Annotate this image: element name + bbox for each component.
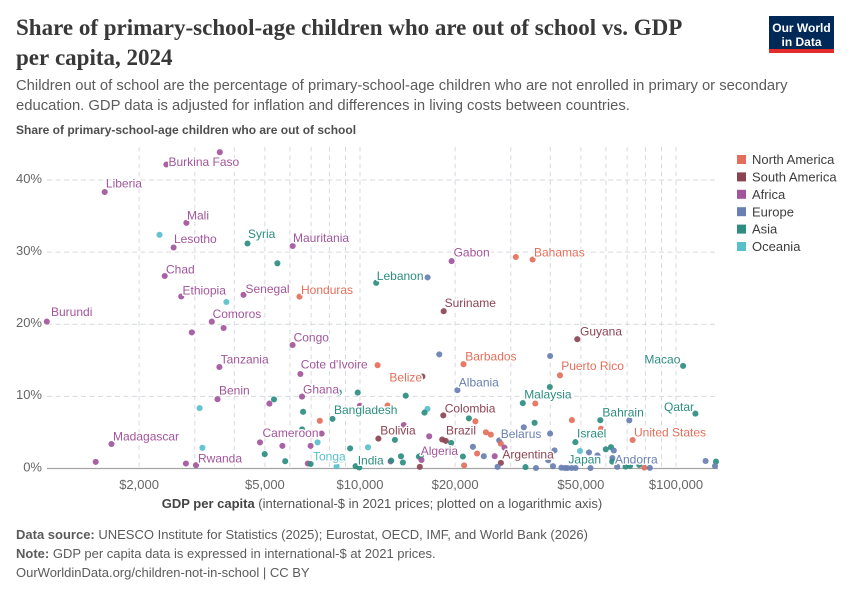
svg-text:10%: 10% (16, 387, 42, 402)
svg-text:Albania: Albania (459, 375, 499, 389)
svg-text:Macao: Macao (644, 352, 680, 366)
svg-text:Benin: Benin (219, 384, 250, 398)
svg-text:Africa: Africa (752, 187, 786, 202)
svg-text:Honduras: Honduras (301, 283, 353, 297)
svg-text:Brazil: Brazil (446, 424, 476, 438)
svg-text:Andorra: Andorra (615, 453, 658, 467)
svg-text:Congo: Congo (294, 331, 330, 345)
svg-text:Liberia: Liberia (106, 177, 142, 191)
svg-text:Gabon: Gabon (454, 246, 490, 260)
svg-text:Japan: Japan (568, 453, 601, 467)
svg-text:$10,000: $10,000 (337, 477, 384, 492)
svg-text:Europe: Europe (752, 204, 794, 219)
svg-text:Israel: Israel (577, 427, 606, 441)
svg-text:India: India (358, 454, 384, 468)
svg-text:Chad: Chad (166, 263, 195, 277)
svg-text:Belize: Belize (389, 371, 422, 385)
svg-text:Rwanda: Rwanda (198, 452, 242, 466)
svg-text:Puerto Rico: Puerto Rico (561, 359, 624, 373)
svg-text:Bangladesh: Bangladesh (334, 403, 397, 417)
svg-text:$20,000: $20,000 (432, 477, 479, 492)
svg-text:Comoros: Comoros (213, 307, 262, 321)
svg-text:South America: South America (752, 170, 837, 185)
svg-text:0%: 0% (23, 459, 42, 474)
svg-text:$50,000: $50,000 (557, 477, 604, 492)
svg-text:Bahamas: Bahamas (534, 245, 585, 259)
svg-text:Tanzania: Tanzania (221, 353, 269, 367)
svg-text:40%: 40% (16, 171, 42, 186)
svg-text:Malaysia: Malaysia (524, 388, 572, 402)
svg-text:Burkina Faso: Burkina Faso (169, 155, 240, 169)
svg-text:Syria: Syria (248, 227, 276, 241)
svg-text:$2,000: $2,000 (119, 477, 159, 492)
svg-text:Bolivia: Bolivia (380, 424, 416, 438)
svg-text:Madagascar: Madagascar (113, 430, 179, 444)
svg-text:Ghana: Ghana (303, 383, 339, 397)
svg-text:Cameroon: Cameroon (263, 426, 319, 440)
svg-text:United States: United States (634, 426, 706, 440)
svg-text:Algeria: Algeria (421, 444, 459, 458)
svg-text:30%: 30% (16, 243, 42, 258)
svg-text:Mali: Mali (187, 209, 209, 223)
svg-text:GDP per capita (international-: GDP per capita (international-$ in 2021 … (162, 496, 603, 511)
svg-text:Burundi: Burundi (51, 305, 92, 319)
svg-text:Mauritania: Mauritania (293, 231, 349, 245)
svg-text:20%: 20% (16, 315, 42, 330)
svg-text:Lebanon: Lebanon (377, 269, 424, 283)
svg-text:Ethiopia: Ethiopia (183, 284, 227, 298)
svg-text:Suriname: Suriname (445, 296, 497, 310)
svg-text:Asia: Asia (752, 222, 778, 237)
svg-text:Barbados: Barbados (465, 349, 516, 363)
svg-text:Qatar: Qatar (664, 400, 694, 414)
svg-text:Argentina: Argentina (502, 448, 554, 462)
svg-text:Bahrain: Bahrain (602, 405, 643, 419)
svg-text:Lesotho: Lesotho (174, 232, 217, 246)
svg-text:$100,000: $100,000 (649, 477, 703, 492)
svg-text:$5,000: $5,000 (245, 477, 285, 492)
svg-text:Belarus: Belarus (501, 427, 542, 441)
svg-text:Cote d'Ivoire: Cote d'Ivoire (301, 358, 368, 372)
svg-text:Oceania: Oceania (752, 239, 801, 254)
svg-text:Guyana: Guyana (580, 324, 622, 338)
svg-text:Colombia: Colombia (445, 401, 496, 415)
svg-text:Senegal: Senegal (246, 282, 290, 296)
svg-text:North America: North America (752, 152, 835, 167)
svg-text:Tonga: Tonga (313, 450, 346, 464)
